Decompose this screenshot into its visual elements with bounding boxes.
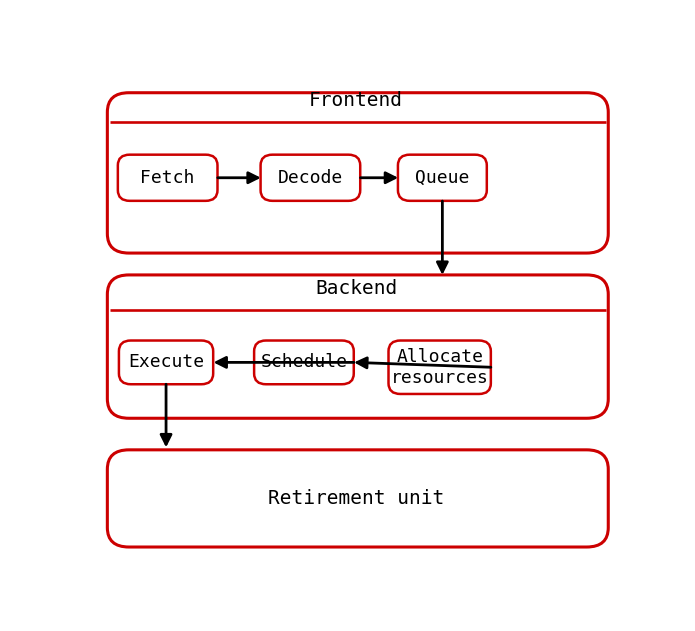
Text: Schedule: Schedule — [261, 353, 348, 372]
Text: Retirement unit: Retirement unit — [268, 489, 444, 508]
FancyBboxPatch shape — [254, 341, 354, 384]
Text: Backend: Backend — [315, 278, 398, 298]
FancyBboxPatch shape — [261, 155, 360, 201]
FancyBboxPatch shape — [107, 93, 608, 253]
Text: Allocate
resources: Allocate resources — [391, 348, 489, 387]
Text: Decode: Decode — [278, 168, 343, 187]
FancyBboxPatch shape — [118, 155, 218, 201]
Text: Fetch: Fetch — [140, 168, 195, 187]
FancyBboxPatch shape — [107, 275, 608, 418]
FancyBboxPatch shape — [107, 450, 608, 547]
Text: Frontend: Frontend — [309, 90, 403, 110]
FancyBboxPatch shape — [398, 155, 486, 201]
FancyBboxPatch shape — [389, 341, 491, 394]
Text: Queue: Queue — [415, 168, 470, 187]
Text: Execute: Execute — [128, 353, 204, 372]
FancyBboxPatch shape — [119, 341, 213, 384]
